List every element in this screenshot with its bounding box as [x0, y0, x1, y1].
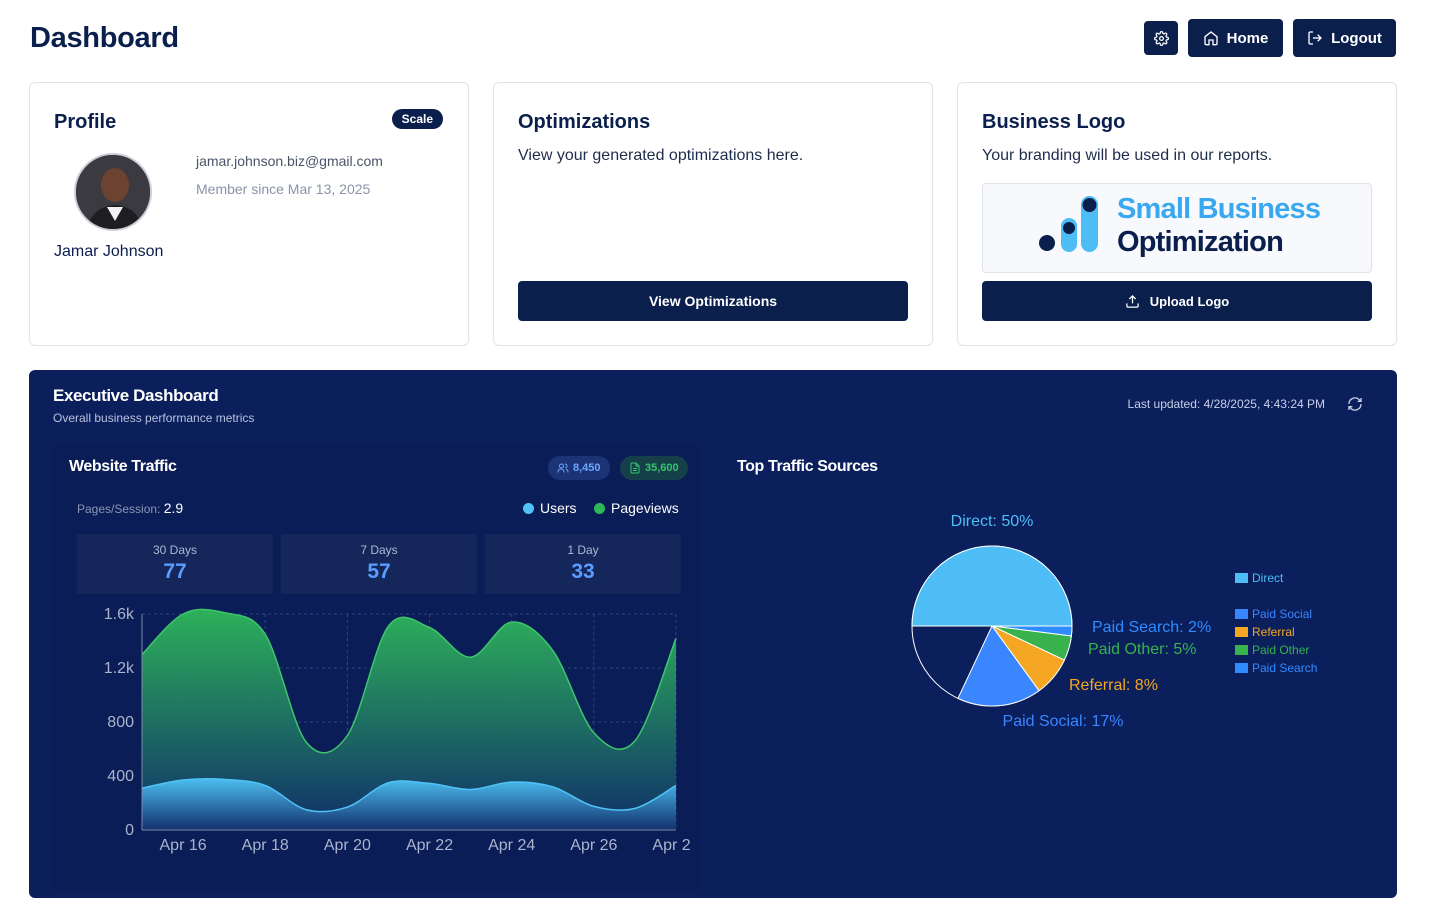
pages-per-session-value: 2.9 [163, 500, 184, 516]
users-total: 8,450 [573, 462, 601, 474]
x-tick-label: Apr 16 [160, 837, 207, 854]
x-tick-label: Apr 26 [570, 837, 617, 854]
legend-pageviews: Pageviews [594, 500, 679, 516]
upload-logo-button[interactable]: Upload Logo [982, 281, 1372, 321]
optimizations-card: Optimizations View your generated optimi… [493, 82, 933, 346]
home-label: Home [1226, 29, 1269, 47]
profile-title: Profile [54, 111, 117, 133]
page-title: Dashboard [30, 22, 179, 54]
pie-data-label: Referral: 8% [1069, 677, 1158, 694]
settings-button[interactable] [1144, 21, 1178, 55]
logo-mark-icon [1039, 196, 1098, 252]
website-traffic-chart: 0 400 800 1.2k 1.6k Apr 16 Apr 18 Apr 20 Apr 22 A… [104, 606, 690, 854]
logout-button[interactable]: Logout [1293, 19, 1396, 57]
upload-icon [1126, 294, 1139, 308]
top-traffic-title: Top Traffic Sources [737, 458, 878, 475]
last-updated: Last updated: 4/28/2025, 4:43:24 PM [1127, 397, 1325, 411]
stat-label: 1 Day [567, 543, 599, 557]
pageviews-legend-dot [594, 502, 605, 514]
pie-slice-direct [911, 545, 1073, 627]
legend-label: Referral [1252, 625, 1295, 639]
users-icon [557, 463, 569, 473]
legend-swatch [1235, 573, 1248, 583]
pie-data-label: Direct: 50% [951, 513, 1034, 530]
x-tick-label: Apr 28 [652, 837, 690, 854]
gear-icon [1153, 30, 1169, 46]
y-tick-label: 1.2k [104, 660, 135, 677]
pages-per-session: Pages/Session: 2.9 [77, 500, 183, 516]
view-optimizations-label: View Optimizations [648, 293, 778, 309]
logout-icon [1308, 31, 1323, 45]
x-tick-label: Apr 24 [488, 837, 535, 854]
legend-users-label: Users [540, 500, 577, 516]
legend-users: Users [523, 500, 577, 516]
pageviews-total-badge: 35,600 [620, 456, 688, 480]
business-logo-title: Business Logo [982, 111, 1126, 133]
legend-label: Direct [1252, 571, 1284, 585]
pageviews-total: 35,600 [645, 462, 679, 474]
stat-1-day: 1 Day 33 [485, 534, 681, 594]
y-tick-label: 1.6k [104, 606, 135, 623]
optimizations-description: View your generated optimizations here. [518, 147, 804, 164]
stat-label: 30 Days [152, 543, 198, 557]
stat-7-days: 7 Days 57 [281, 534, 477, 594]
plan-badge: Scale [391, 109, 443, 129]
profile-name: Jamar Johnson [54, 243, 164, 260]
y-tick-label: 0 [125, 822, 134, 839]
legend-swatch [1235, 645, 1248, 655]
avatar [74, 153, 152, 231]
legend-swatch [1235, 609, 1248, 619]
member-since: Member since Mar 13, 2025 [196, 181, 371, 197]
pie-data-label: Paid Search: 2% [1092, 619, 1211, 636]
home-icon [1203, 31, 1218, 46]
pageviews-line [141, 608, 677, 754]
pie-data-label: Paid Social: 17% [1003, 713, 1124, 730]
legend-label: Paid Social [1252, 607, 1312, 621]
legend-swatch [1235, 627, 1248, 637]
upload-logo-label: Upload Logo [1149, 293, 1230, 309]
executive-subtitle: Overall business performance metrics [53, 411, 255, 425]
stat-value: 77 [163, 560, 187, 583]
legend-pageviews-label: Pageviews [611, 500, 679, 516]
optimizations-title: Optimizations [518, 111, 651, 133]
legend-swatch [1235, 663, 1248, 673]
profile-email: jamar.johnson.biz@gmail.com [196, 153, 383, 169]
profile-card: Profile Scale Jamar Johnson jamar.johnso… [29, 82, 469, 346]
home-button[interactable]: Home [1188, 19, 1283, 57]
x-tick-label: Apr 20 [324, 837, 371, 854]
stat-30-days: 30 Days 77 [77, 534, 273, 594]
website-traffic-title: Website Traffic [69, 458, 177, 475]
pageviews-area [142, 609, 676, 830]
stat-value: 57 [367, 560, 391, 583]
users-line [141, 778, 677, 813]
business-logo-card: Business Logo Your branding will be used… [957, 82, 1397, 346]
view-optimizations-button[interactable]: View Optimizations [518, 281, 908, 321]
users-legend-dot [523, 502, 534, 514]
refresh-icon[interactable] [1347, 396, 1363, 412]
y-tick-label: 800 [107, 714, 134, 731]
business-logo-description: Your branding will be used in our report… [982, 147, 1273, 164]
stat-label: 7 Days [360, 543, 398, 557]
x-tick-label: Apr 18 [242, 837, 289, 854]
traffic-sources-pie: Direct: 50% Paid Search: 2% Paid Other: 5%… [911, 513, 1317, 730]
users-total-badge: 8,450 [548, 456, 610, 480]
logo-line2: Optimization [1117, 226, 1284, 258]
logo-line1: Small Business [1117, 193, 1321, 225]
pie-data-label: Paid Other: 5% [1088, 641, 1197, 658]
business-logo-preview: Small Business Optimization [982, 183, 1372, 273]
pages-per-session-label: Pages/Session: [77, 502, 161, 516]
legend-label: Paid Search [1252, 661, 1317, 675]
x-tick-label: Apr 22 [406, 837, 453, 854]
executive-title: Executive Dashboard [53, 386, 219, 405]
y-tick-label: 400 [107, 768, 134, 785]
pie-slice-paid-social [957, 625, 1040, 707]
stat-value: 33 [571, 560, 595, 583]
header-actions: Home Logout [1144, 19, 1396, 57]
document-icon [630, 462, 640, 474]
legend-label: Paid Other [1252, 643, 1309, 657]
logout-label: Logout [1331, 29, 1382, 47]
